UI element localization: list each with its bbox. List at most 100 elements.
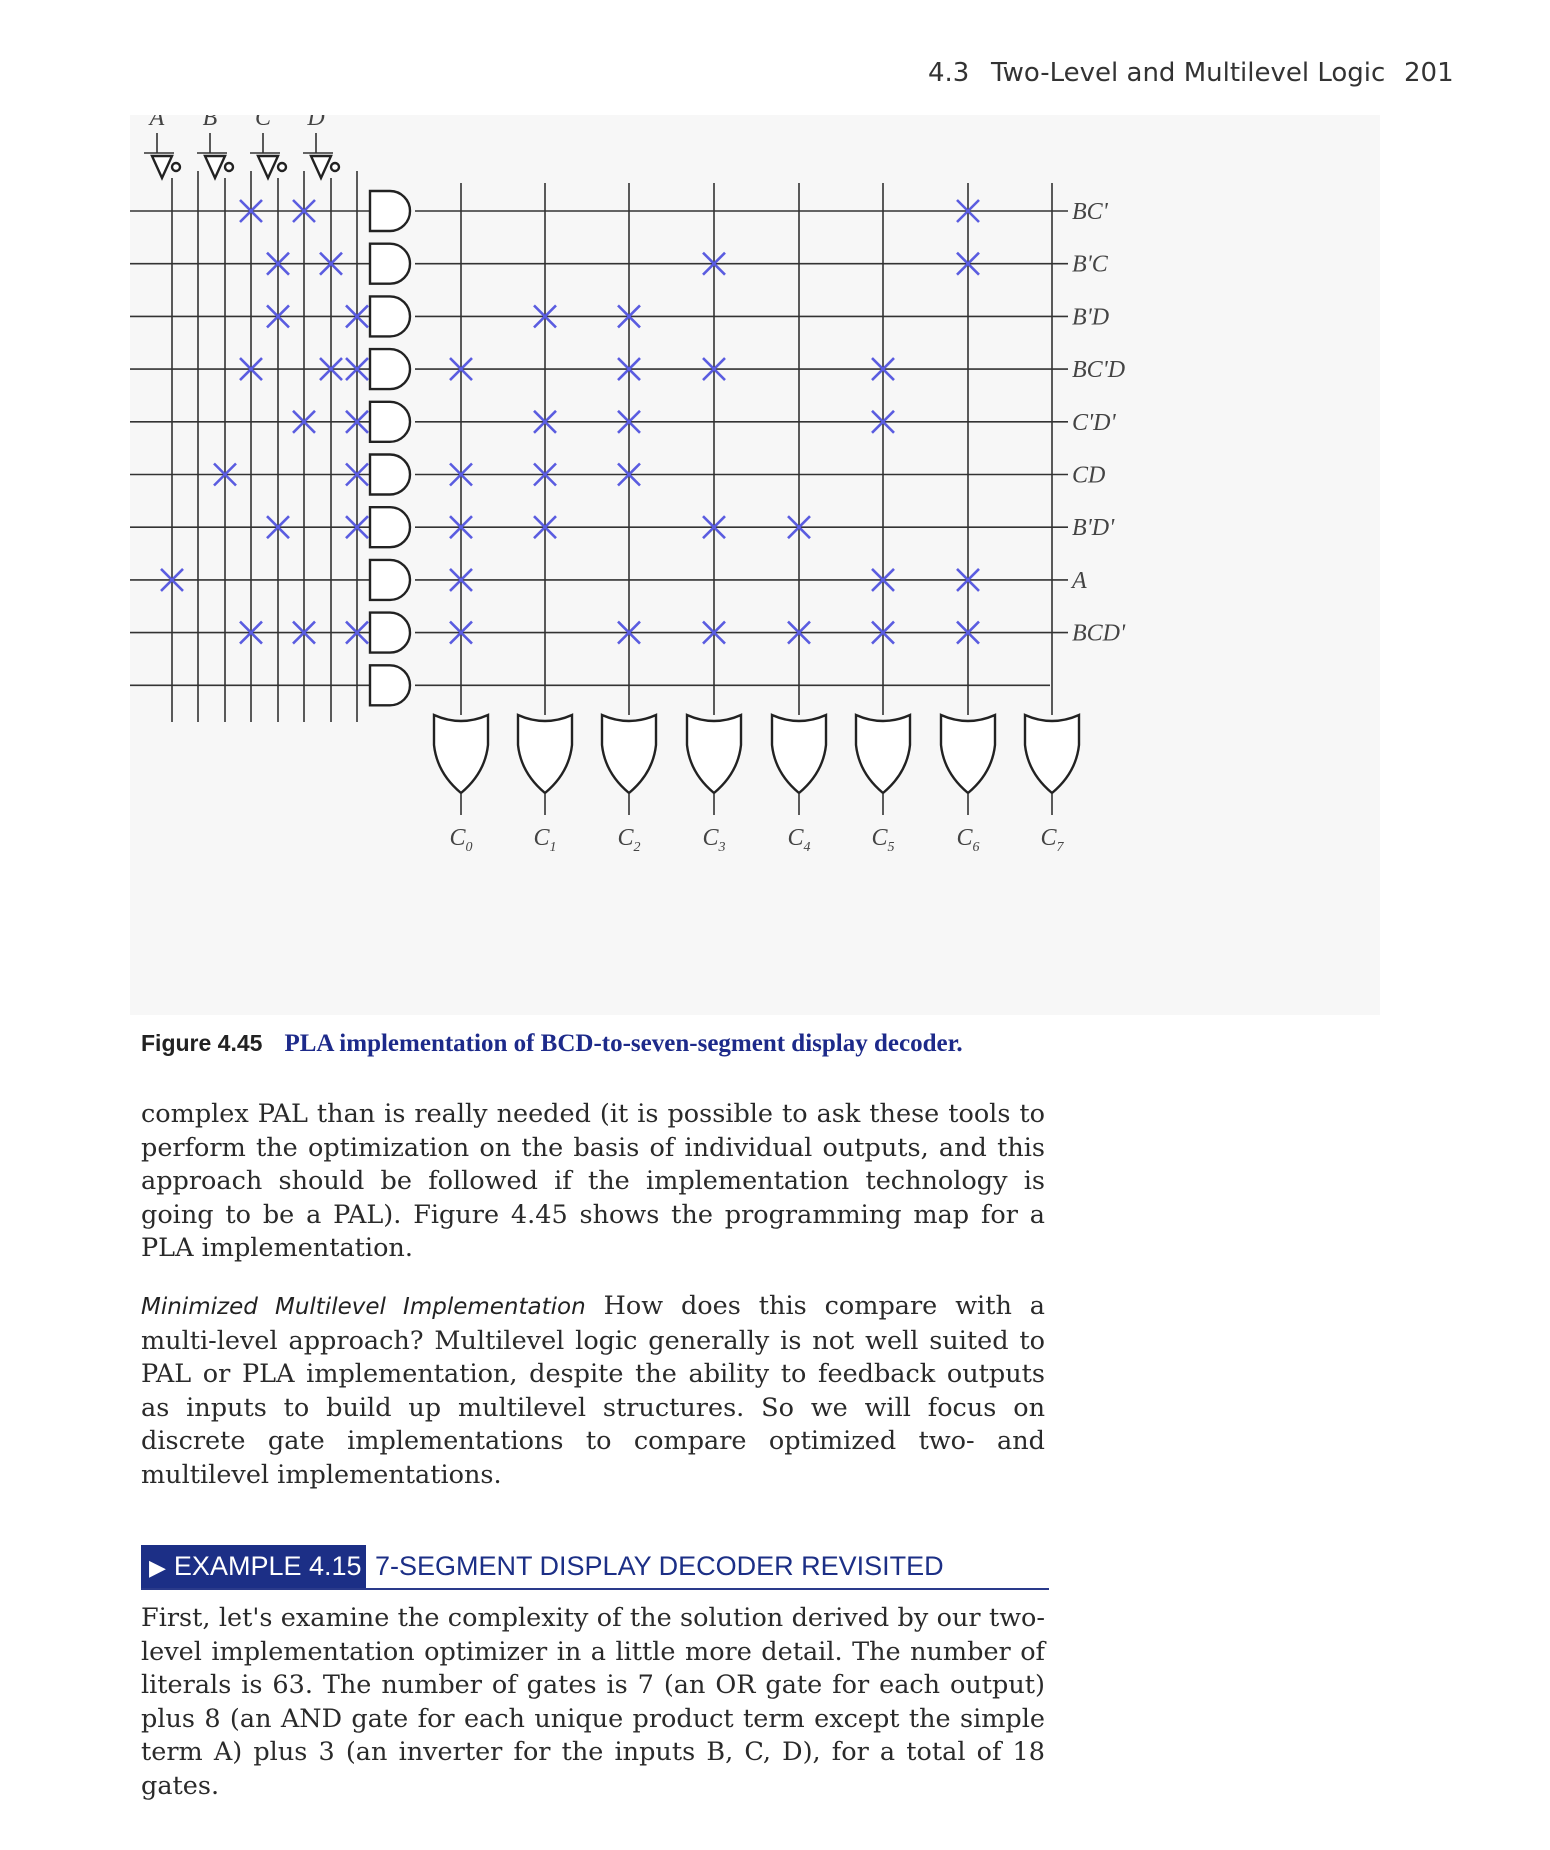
output-label: C1 <box>533 825 556 855</box>
or-gate <box>1023 713 1081 795</box>
connection-mark <box>533 462 557 487</box>
inverter-bubble <box>223 161 235 173</box>
connection-mark <box>617 304 641 329</box>
output-label: C3 <box>702 825 725 855</box>
output-label: C7 <box>1040 825 1064 855</box>
connection-mark <box>871 409 895 434</box>
connection-mark <box>956 199 980 223</box>
and-gate <box>368 611 412 654</box>
connection-mark <box>266 304 290 329</box>
example-number: EXAMPLE 4.15 <box>173 1551 362 1581</box>
connection-mark <box>702 251 726 276</box>
connection-mark <box>345 462 369 487</box>
connection-mark <box>239 620 263 645</box>
input-label: A <box>148 115 165 131</box>
figure-caption: Figure 4.45 PLA implementation of BCD-to-… <box>141 1028 1141 1058</box>
connection-mark <box>956 567 980 592</box>
section-number: 4.3 <box>928 58 970 88</box>
output-label: C0 <box>449 825 472 855</box>
connection-mark <box>292 620 316 645</box>
connection-mark <box>345 409 369 434</box>
connection-mark <box>292 199 316 223</box>
figure-caption-text: PLA implementation of BCD-to-seven-segme… <box>284 1030 963 1057</box>
connection-mark <box>449 357 473 382</box>
body-paragraph-3: First, let's examine the complexity of t… <box>141 1603 1045 1801</box>
figure-number: Figure 4.45 <box>141 1030 263 1056</box>
connection-mark <box>239 199 263 223</box>
connection-mark <box>449 515 473 540</box>
connection-mark <box>702 515 726 540</box>
product-term-label: A <box>1070 568 1087 594</box>
product-term-label: B'D' <box>1072 515 1115 541</box>
product-term-label: B'C <box>1072 252 1109 278</box>
or-gate <box>685 713 743 795</box>
connection-mark <box>449 462 473 487</box>
page-number: 201 <box>1404 58 1454 88</box>
and-gate <box>368 242 412 285</box>
inverter-bubble <box>276 161 288 173</box>
pla-diagram: A B C DC0 C1 C2 C3 C4 C5 C6 C7BC'B'CB'DBC'DC'D'CDB… <box>130 115 1380 1015</box>
input-label: D <box>306 115 324 131</box>
connection-mark <box>956 620 980 645</box>
body-paragraph-1: complex PAL than is really needed (it is… <box>141 1099 1045 1263</box>
or-gate <box>432 713 490 795</box>
inverter-gate <box>256 154 280 181</box>
connection-mark <box>702 620 726 645</box>
connection-mark <box>617 357 641 382</box>
product-term-label: CD <box>1072 463 1105 489</box>
or-gate <box>600 713 658 795</box>
body-paragraph-2: Minimized Multilevel Implementation How … <box>141 1290 1045 1492</box>
input-label: C <box>255 115 272 131</box>
running-head: 4.3 Two-Level and Multilevel Logic 201 <box>928 58 1454 98</box>
example-tag: ▶ EXAMPLE 4.15 <box>141 1545 366 1588</box>
connection-mark <box>787 515 811 540</box>
inverter-gate <box>309 154 333 181</box>
output-label: C5 <box>871 825 894 855</box>
connection-mark <box>292 409 316 434</box>
or-gate <box>854 713 912 795</box>
connection-mark <box>266 515 290 540</box>
connection-mark <box>617 409 641 434</box>
product-term-label: BCD' <box>1072 621 1126 647</box>
connection-mark <box>956 251 980 276</box>
output-label: C4 <box>787 825 810 855</box>
connection-mark <box>345 357 369 382</box>
connection-mark <box>449 620 473 645</box>
and-gate <box>368 453 412 496</box>
connection-mark <box>871 357 895 382</box>
inverter-gate <box>150 154 174 181</box>
section-title: Two-Level and Multilevel Logic <box>991 58 1386 88</box>
and-gate <box>368 664 412 707</box>
input-label: B <box>203 115 218 131</box>
product-term-label: C'D' <box>1072 410 1116 436</box>
output-label: C2 <box>617 825 640 855</box>
connection-mark <box>871 620 895 645</box>
connection-mark <box>871 567 895 592</box>
inverter-bubble <box>170 161 182 173</box>
example-title: 7-SEGMENT DISPLAY DECODER REVISITED <box>375 1551 944 1581</box>
connection-mark <box>533 515 557 540</box>
and-gate <box>368 506 412 549</box>
connection-mark <box>213 462 237 487</box>
play-icon: ▶ <box>149 1555 166 1580</box>
connection-mark <box>319 251 343 276</box>
and-gate <box>368 400 412 443</box>
or-gate <box>516 713 574 795</box>
run-in-heading: Minimized Multilevel Implementation <box>141 1294 586 1320</box>
connection-mark <box>345 304 369 329</box>
output-label: C6 <box>956 825 979 855</box>
connection-mark <box>345 515 369 540</box>
connection-mark <box>617 462 641 487</box>
and-gate <box>368 189 412 233</box>
and-gate <box>368 295 412 338</box>
connection-mark <box>787 620 811 645</box>
connection-mark <box>533 304 557 329</box>
and-gate <box>368 558 412 602</box>
connection-mark <box>449 567 473 592</box>
or-gate <box>939 713 997 795</box>
connection-mark <box>533 409 557 434</box>
inverter-bubble <box>329 161 341 173</box>
connection-mark <box>319 357 343 382</box>
product-term-label: BC'D <box>1072 357 1125 383</box>
connection-mark <box>345 620 369 645</box>
